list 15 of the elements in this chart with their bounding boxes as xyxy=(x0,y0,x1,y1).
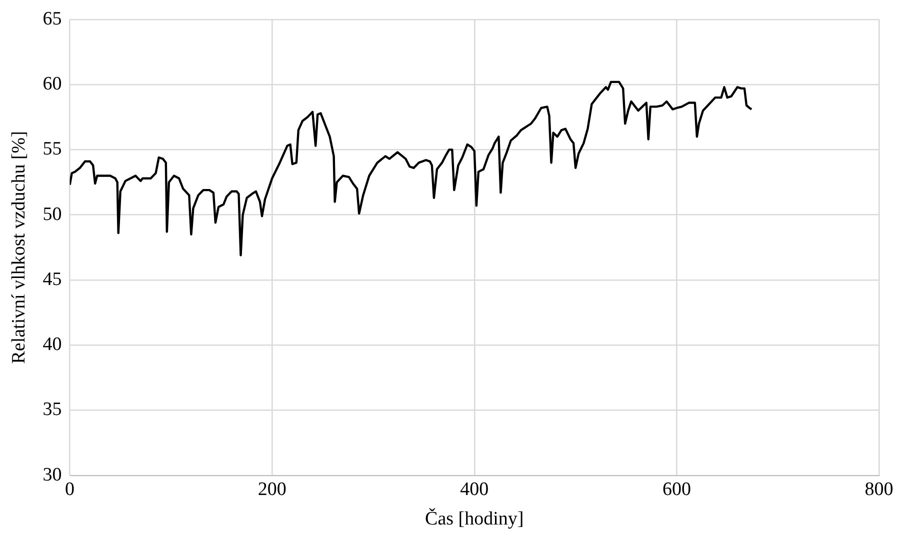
y-tick-label: 60 xyxy=(42,74,62,95)
y-tick-label: 50 xyxy=(42,204,62,225)
y-tick-label: 55 xyxy=(42,138,62,160)
x-tick-label: 200 xyxy=(258,478,286,500)
y-tick-label: 40 xyxy=(42,334,62,356)
x-tick-label: 0 xyxy=(65,478,75,500)
x-tick-label: 800 xyxy=(864,478,894,500)
x-tick-label: 600 xyxy=(662,478,691,500)
y-tick-label: 65 xyxy=(42,8,62,30)
y-tick-label: 45 xyxy=(42,268,62,290)
y-axis-title: Relativní vlhkost vzduchu [%] xyxy=(8,131,30,364)
y-tick-label: 30 xyxy=(42,464,62,486)
y-tick-label: 35 xyxy=(42,399,62,420)
x-axis-title: Čas [hodiny] xyxy=(425,508,524,530)
x-tick-label: 400 xyxy=(460,478,489,500)
